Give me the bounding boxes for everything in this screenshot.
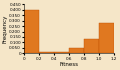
- Bar: [84, 39, 99, 53]
- Bar: [69, 48, 84, 53]
- Y-axis label: Frequency: Frequency: [3, 15, 8, 43]
- Bar: [39, 52, 54, 53]
- Bar: [99, 23, 114, 53]
- X-axis label: Fitness: Fitness: [60, 62, 79, 67]
- Bar: [54, 52, 69, 53]
- Bar: [24, 10, 39, 53]
